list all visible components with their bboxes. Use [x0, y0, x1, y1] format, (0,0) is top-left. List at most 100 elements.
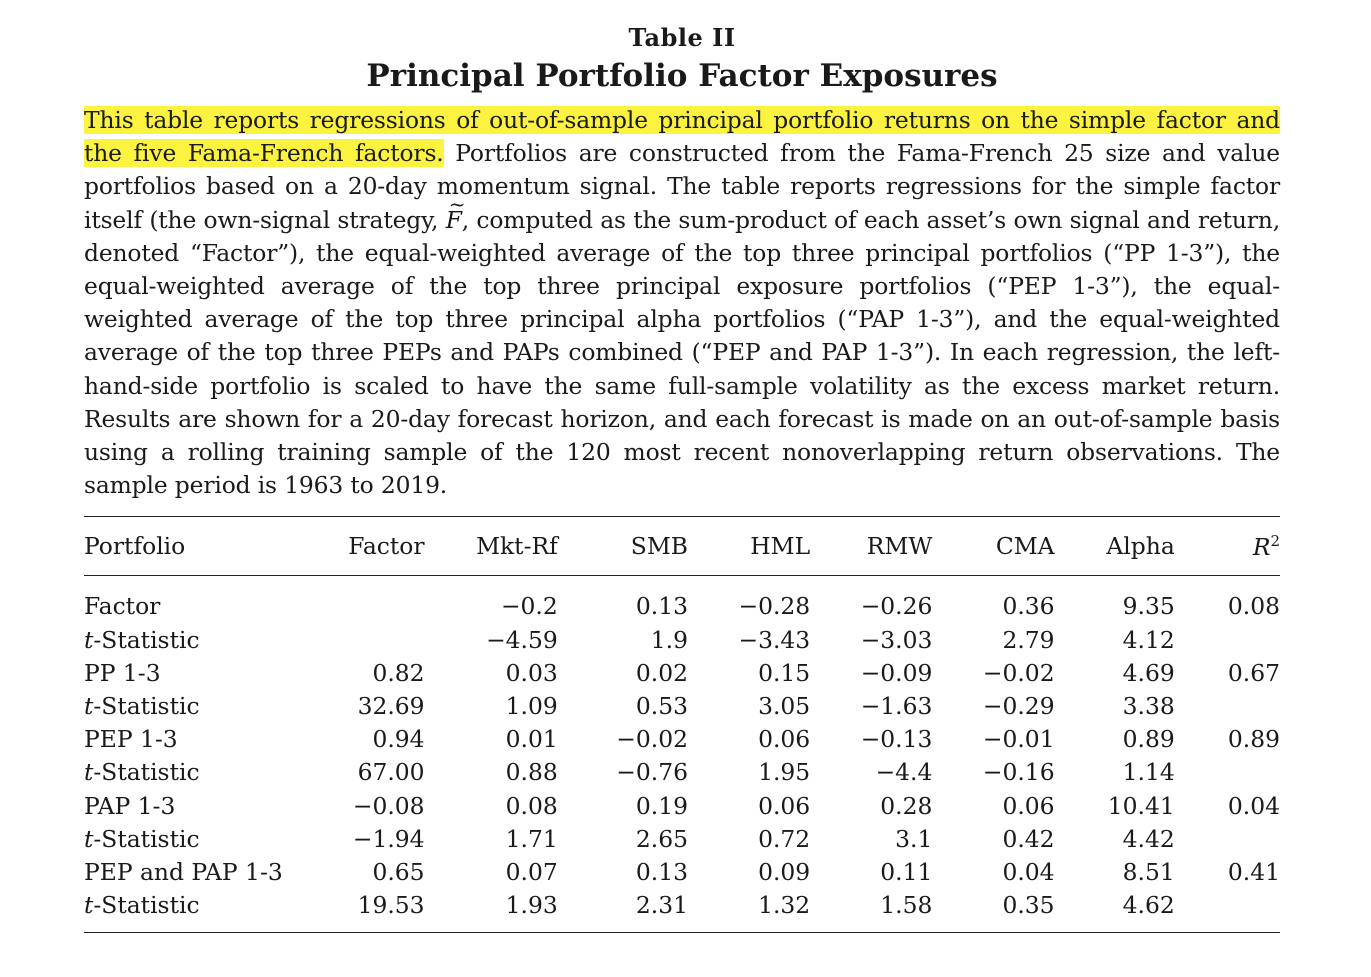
row-label: t-Statistic	[84, 690, 334, 723]
cell-alpha: 9.35	[1122, 592, 1175, 621]
cell-cma: −0.01	[982, 725, 1055, 754]
cell-r2: 0.41	[1227, 858, 1280, 887]
cell-cma: 0.35	[932, 889, 1055, 934]
col-header-r2: R2	[1174, 516, 1280, 577]
caption-text-part2: , computed as the sum-product of each as…	[84, 205, 1280, 500]
table-number: Table II	[628, 23, 736, 52]
cell-smb: 1.9	[650, 625, 688, 654]
cell-rmw: 1.58	[810, 889, 933, 934]
cell-alpha: 4.62	[1054, 889, 1175, 934]
cell-hml: 3.05	[758, 692, 811, 721]
r2-superscript: 2	[1270, 532, 1280, 551]
cell-smb: 0.02	[635, 658, 688, 687]
row-label-italic-t: t	[84, 692, 94, 721]
cell-mktrf: 0.08	[505, 791, 558, 820]
cell-rmw: 0.11	[880, 858, 933, 887]
row-label-text: Factor	[84, 592, 161, 621]
cell-mktrf: −4.59	[486, 625, 558, 654]
cell-hml: 1.32	[687, 889, 811, 934]
row-label-text: -Statistic	[93, 625, 200, 654]
cell-factor: 0.82	[372, 658, 425, 687]
cell-cma: 0.06	[1002, 791, 1055, 820]
cell-factor	[334, 576, 424, 624]
cell-smb: −0.76	[616, 758, 688, 787]
cell-mktrf: 1.71	[505, 824, 558, 853]
cell-smb: 2.65	[635, 824, 688, 853]
cell-factor: −1.94	[352, 824, 425, 853]
row-label-text: PAP 1-3	[84, 791, 176, 820]
cell-cma: 2.79	[1002, 625, 1055, 654]
cell-hml: 0.06	[758, 725, 811, 754]
row-label: t-Statistic	[84, 624, 334, 657]
header-row: Portfolio Factor Mkt-Rf SMB HML RMW CMA …	[84, 516, 1280, 577]
cell-mktrf: 0.01	[505, 725, 558, 754]
caption-text-part1: Portfolios are constructed from the Fama…	[84, 139, 1280, 234]
cell-rmw: −1.63	[860, 692, 933, 721]
col-header-smb: SMB	[557, 516, 688, 577]
row-label-text: PEP 1-3	[84, 725, 178, 754]
cell-factor: 0.65	[372, 858, 425, 887]
row-label-text: -Statistic	[93, 692, 200, 721]
table-title: Principal Portfolio Factor Exposures	[366, 58, 998, 94]
cell-r2: 0.67	[1227, 658, 1280, 687]
col-header-cma: CMA	[932, 516, 1055, 577]
cell-hml: 0.72	[758, 824, 811, 853]
cell-cma: −0.16	[982, 758, 1055, 787]
row-label: t-Statistic	[84, 889, 335, 934]
cell-alpha: 8.51	[1122, 858, 1175, 887]
cell-cma: −0.29	[982, 692, 1055, 721]
cell-rmw: −0.13	[860, 725, 933, 754]
table-row: PAP 1-3 −0.08 0.08 0.19 0.06 0.28 0.06 10.41 0.0…	[84, 790, 1280, 823]
col-header-alpha: Alpha	[1054, 516, 1175, 577]
row-label: PP 1-3	[84, 657, 334, 690]
cell-factor: 67.00	[357, 758, 425, 787]
table-body: Factor −0.2 0.13 −0.28 −0.26 0.36 9.35 0.08 t-St…	[84, 576, 1280, 934]
col-header-portfolio: Portfolio	[84, 516, 335, 577]
row-label-italic-t: t	[84, 824, 94, 853]
cell-mktrf: 0.88	[505, 758, 558, 787]
cell-hml: 1.95	[758, 758, 811, 787]
col-header-factor: Factor	[334, 516, 425, 577]
cell-r2	[1174, 889, 1280, 934]
table-row: Factor −0.2 0.13 −0.28 −0.26 0.36 9.35 0.08	[84, 576, 1280, 624]
row-label-text: -Statistic	[93, 758, 200, 787]
cell-factor: 19.53	[334, 889, 425, 934]
table-row: t-Statistic −1.94 1.71 2.65 0.72 3.1 0.42 4.42	[84, 823, 1280, 856]
col-header-hml: HML	[687, 516, 811, 577]
cell-r2: 0.89	[1227, 725, 1280, 754]
row-label: PEP and PAP 1-3	[84, 856, 334, 889]
cell-mktrf: 1.93	[424, 889, 558, 934]
table-row: PP 1-3 0.82 0.03 0.02 0.15 −0.09 −0.02 4.69 0.67	[84, 657, 1280, 690]
row-label-text: -Statistic	[93, 824, 200, 853]
f-tilde-symbol: F	[446, 188, 466, 237]
cell-mktrf: 0.03	[505, 658, 558, 687]
cell-alpha: 1.14	[1122, 758, 1175, 787]
row-label-italic-t: t	[84, 625, 94, 654]
regression-table: Portfolio Factor Mkt-Rf SMB HML RMW CMA …	[84, 516, 1280, 934]
cell-smb: 0.53	[635, 692, 688, 721]
row-label: t-Statistic	[84, 823, 334, 856]
cell-cma: −0.02	[982, 658, 1055, 687]
cell-mktrf: 1.09	[505, 692, 558, 721]
paper-page: Table II Principal Portfolio Factor Expo…	[84, 20, 1280, 934]
cell-factor	[334, 624, 424, 657]
cell-rmw: 3.1	[895, 824, 933, 853]
cell-alpha: 0.89	[1122, 725, 1175, 754]
cell-rmw: −4.4	[875, 758, 933, 787]
cell-hml: 0.06	[758, 791, 811, 820]
cell-cma: 0.04	[1002, 858, 1055, 887]
table-row: t-Statistic 19.53 1.93 2.31 1.32 1.58 0.35 4.62	[84, 889, 1280, 934]
cell-mktrf: 0.07	[505, 858, 558, 887]
cell-r2	[1175, 823, 1280, 856]
cell-r2	[1175, 756, 1280, 789]
row-label-italic-t: t	[84, 758, 94, 787]
cell-cma: 0.42	[1002, 824, 1055, 853]
row-label-italic-t: t	[84, 891, 94, 920]
cell-rmw: −3.03	[860, 625, 933, 654]
col-header-rmw: RMW	[810, 516, 933, 577]
cell-cma: 0.36	[1002, 592, 1055, 621]
table-row: PEP and PAP 1-3 0.65 0.07 0.13 0.09 0.11 0.04 8…	[84, 856, 1280, 889]
table-row: PEP 1-3 0.94 0.01 −0.02 0.06 −0.13 −0.01 0.89 0.…	[84, 723, 1280, 756]
table-caption: This table reports regressions of out-of…	[84, 104, 1280, 502]
cell-alpha: 10.41	[1107, 791, 1175, 820]
